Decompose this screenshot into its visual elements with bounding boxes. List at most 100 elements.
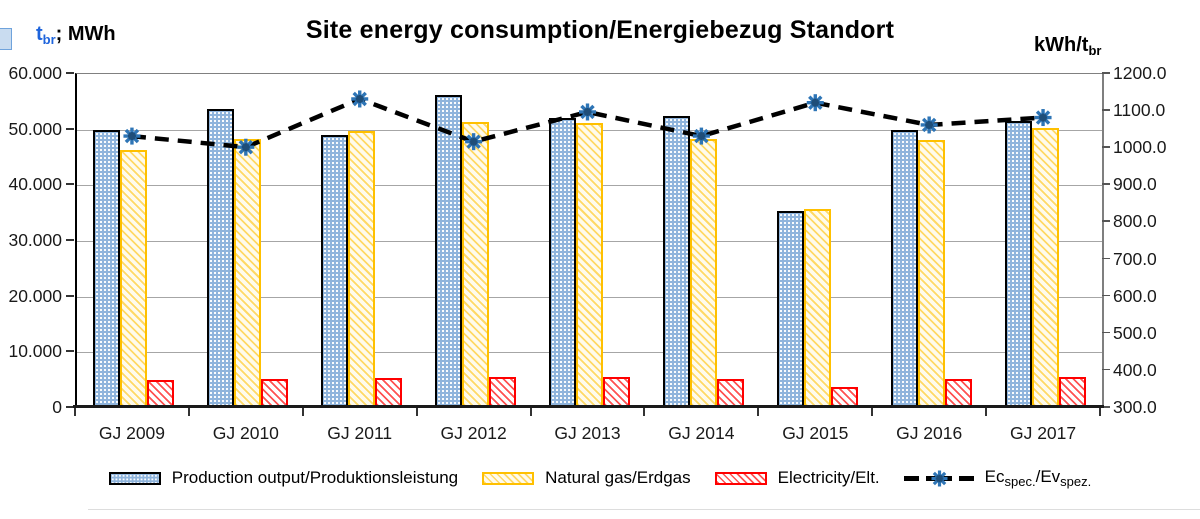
- chart-title: Site energy consumption/Energiebezug Sta…: [305, 16, 895, 44]
- production-bar-gj-2017: [1004, 120, 1032, 408]
- x-axis-tick: [415, 408, 418, 416]
- left-axis-tick: [66, 350, 74, 353]
- legend-item-specific-consumption: Ecspec./Evspez.: [903, 467, 1092, 489]
- legend: Production output/Produktionsleistung Na…: [0, 467, 1200, 489]
- gas-bar-gj-2012: [462, 122, 490, 408]
- right-axis-tick-label: 400.0: [1113, 359, 1157, 380]
- production-bar-gj-2016: [890, 129, 918, 408]
- right-axis-tick-label: 1200.0: [1113, 63, 1167, 83]
- production-swatch-icon: [108, 471, 161, 485]
- gas-bar-gj-2009: [120, 150, 148, 408]
- electricity-bar-gj-2014: [716, 378, 744, 408]
- left-axis-tick-label: 30.000: [8, 230, 62, 250]
- right-axis-tick-label: 300.0: [1113, 397, 1157, 417]
- x-axis-line: [73, 405, 1104, 408]
- legend-label-production: Production output/Produktionsleistung: [171, 468, 459, 487]
- left-axis-symbol-subscript: br: [42, 32, 56, 47]
- x-axis-tick-label: GJ 2011: [327, 423, 393, 443]
- x-axis-tick-label: GJ 2009: [98, 423, 166, 443]
- gas-bar-gj-2013: [576, 123, 603, 408]
- right-axis-unit: kWh/t: [1034, 34, 1089, 56]
- electricity-bar-gj-2012: [489, 377, 517, 408]
- production-bar-gj-2011: [321, 135, 349, 408]
- right-axis-tick: [1102, 406, 1110, 408]
- left-axis-tick: [66, 294, 74, 297]
- right-axis-tick-label: 600.0: [1113, 285, 1157, 306]
- x-axis-tick: [643, 408, 646, 416]
- right-axis-tick: [1102, 146, 1110, 148]
- right-axis-tick-label: 500.0: [1113, 322, 1157, 343]
- legend-label-electricity: Electricity/Elt.: [777, 468, 880, 487]
- gas-bar-gj-2015: [803, 208, 831, 408]
- dashed-line-marker-icon: [903, 468, 974, 488]
- gas-bar-gj-2017: [1031, 128, 1059, 408]
- left-axis-tick: [66, 127, 74, 130]
- left-axis-tick-label: 0: [52, 397, 62, 417]
- left-axis-tick: [66, 406, 74, 408]
- production-bar-gj-2013: [549, 117, 576, 408]
- right-axis-tick-label: 1100.0: [1113, 100, 1166, 121]
- x-axis-tick-label: GJ 2015: [782, 423, 849, 443]
- production-bar-gj-2012: [435, 94, 463, 408]
- right-axis-tick: [1102, 257, 1110, 260]
- x-axis-tick-label: GJ 2010: [212, 423, 279, 443]
- right-axis-tick: [1102, 109, 1110, 111]
- x-axis-tick-label: GJ 2017: [1009, 423, 1077, 443]
- x-axis-tick: [757, 408, 760, 416]
- x-axis-tick: [301, 408, 304, 416]
- specific-consumption-line: [123, 90, 1052, 156]
- cropped-element-fragment: [0, 28, 12, 50]
- x-axis-tick-label: GJ 2014: [668, 423, 735, 443]
- right-axis-tick-label: 800.0: [1113, 211, 1157, 232]
- left-axis-tick-label: 20.000: [8, 285, 62, 306]
- bottom-divider: [88, 509, 1200, 510]
- right-axis-tick-label: 1000.0: [1113, 137, 1167, 158]
- right-axis-tick: [1102, 220, 1110, 222]
- right-axis-tick: [1102, 294, 1110, 297]
- production-bar-gj-2014: [662, 116, 690, 408]
- x-axis-tick: [871, 408, 874, 416]
- right-axis-subscript: br: [1088, 43, 1102, 58]
- right-axis-tick: [1102, 331, 1110, 334]
- left-axis-tick: [66, 239, 74, 241]
- left-axis-tick-label: 40.000: [8, 174, 62, 195]
- gas-bar-gj-2011: [348, 130, 376, 408]
- right-axis-tick: [1102, 183, 1110, 185]
- left-axis-unit: ; MWh: [55, 23, 116, 45]
- gas-bar-gj-2014: [689, 139, 717, 408]
- x-axis-tick: [187, 408, 190, 416]
- legend-label-natural-gas: Natural gas/Erdgas: [545, 468, 691, 487]
- right-axis-tick: [1102, 72, 1110, 74]
- left-axis-symbol: t: [36, 23, 43, 45]
- x-axis-tick: [529, 408, 532, 416]
- legend-item-production: Production output/Produktionsleistung: [108, 468, 459, 488]
- left-axis-tick-label: 50.000: [8, 118, 62, 139]
- x-axis-tick-label: GJ 2012: [440, 423, 507, 443]
- right-axis-tick-label: 700.0: [1113, 248, 1157, 269]
- right-axis-title: kWh/tbr: [1034, 34, 1101, 58]
- production-bar-gj-2009: [93, 130, 121, 408]
- left-axis-tick: [66, 72, 74, 74]
- plot-area: [75, 73, 1104, 408]
- legend-item-electricity: Electricity/Elt.: [714, 468, 880, 488]
- production-bar-gj-2015: [776, 210, 804, 408]
- x-axis-tick: [74, 408, 76, 416]
- left-axis-tick: [66, 183, 74, 186]
- x-axis-tick: [985, 408, 988, 416]
- x-axis-tick: [1099, 408, 1101, 416]
- natural-gas-swatch-icon: [482, 471, 535, 485]
- right-axis-tick: [1102, 368, 1110, 371]
- gas-bar-gj-2016: [917, 140, 945, 408]
- legend-label-specific-consumption: Ecspec./Evspez.: [984, 467, 1092, 489]
- x-axis-tick-label: GJ 2016: [896, 423, 963, 443]
- electricity-swatch-icon: [714, 471, 767, 485]
- left-axis-tick-label: 60.000: [8, 63, 62, 83]
- left-axis-tick-label: 10.000: [8, 341, 62, 362]
- left-axis-title: tbr; MWh: [36, 23, 116, 47]
- legend-item-natural-gas: Natural gas/Erdgas: [482, 468, 691, 488]
- production-bar-gj-2010: [207, 109, 235, 408]
- x-axis-tick-label: GJ 2013: [554, 423, 621, 443]
- gas-bar-gj-2010: [234, 139, 262, 408]
- right-axis-tick-label: 900.0: [1113, 174, 1157, 195]
